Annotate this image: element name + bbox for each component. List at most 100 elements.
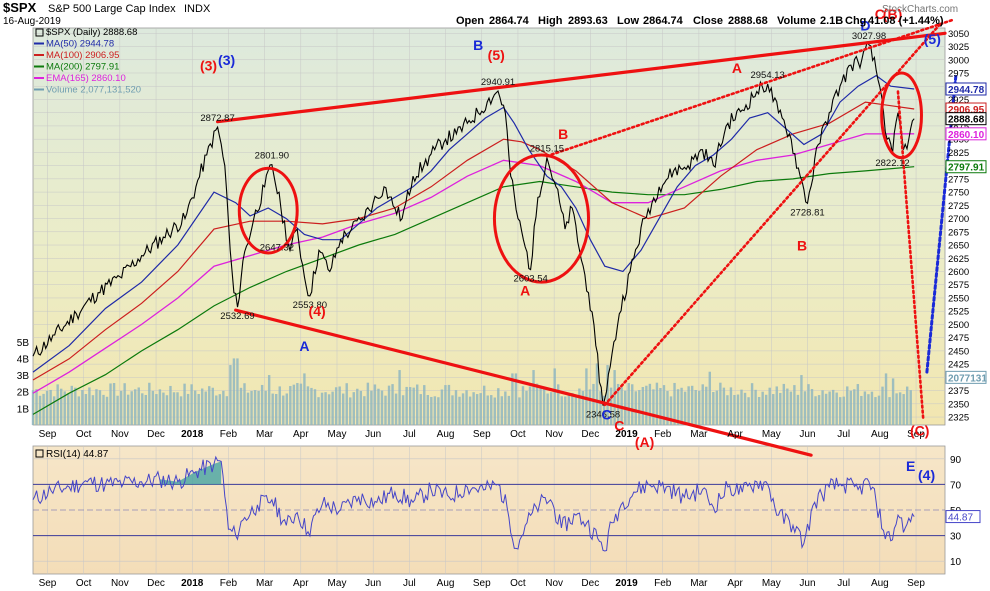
volume-bar [345, 383, 348, 425]
volume-tick-label: 5B [17, 338, 30, 349]
volume-bar [105, 396, 109, 425]
month-tick-label: 2018 [181, 429, 204, 440]
axis-tag-box [945, 82, 987, 96]
price-tick-label: 2375 [948, 386, 969, 397]
volume-bar [151, 390, 155, 425]
volume-bar [768, 387, 771, 425]
chart-date: 16-Aug-2019 [3, 16, 61, 27]
volume-bar [881, 386, 884, 425]
ohlc-open-label: Open [456, 15, 484, 27]
price-point-label: 2346.58 [586, 410, 620, 421]
volume-bar [112, 382, 116, 425]
volume-bar [31, 390, 35, 425]
volume-bar [750, 383, 754, 425]
volume-bar [454, 390, 458, 425]
volume-bar [549, 392, 553, 425]
month-tick-label: Aug [871, 429, 889, 440]
volume-bar [341, 393, 345, 425]
volume-bar [179, 396, 183, 425]
volume-bar [35, 389, 38, 425]
volume-bar [796, 394, 800, 425]
volume-bar [472, 392, 475, 425]
volume-bar [613, 370, 616, 425]
rsi-month-tick-label: 2018 [181, 578, 204, 589]
volume-bar [542, 387, 546, 425]
volume-bar [359, 390, 363, 425]
elliott-wave-label: (5) [488, 47, 505, 63]
volume-bar [391, 384, 394, 425]
volume-bar [824, 393, 828, 425]
volume-bar [567, 394, 570, 425]
volume-bar [511, 373, 514, 425]
month-tick-label: Jul [403, 429, 416, 440]
volume-bar [525, 390, 528, 425]
volume-bar [229, 365, 232, 425]
price-tick-label: 3050 [948, 29, 969, 40]
month-tick-label: 2019 [615, 429, 638, 440]
volume-bar [905, 386, 909, 425]
rsi-month-tick-label: Apr [727, 578, 743, 589]
price-point-label: 2728.81 [790, 207, 824, 218]
price-point-label: 2603.54 [513, 274, 547, 285]
rsi-month-tick-label: Dec [581, 578, 599, 589]
month-tick-label: Apr [727, 429, 743, 440]
rsi-month-tick-label: Jul [837, 578, 850, 589]
volume-bar [560, 396, 563, 425]
volume-bar [49, 389, 52, 425]
volume-bar [779, 392, 782, 425]
volume-bar [430, 396, 433, 425]
legend-entry: MA(50) 2944.78 [46, 39, 114, 50]
elliott-wave-label: C [602, 407, 612, 423]
volume-bar [877, 395, 881, 425]
volume-bar [810, 389, 814, 425]
volume-bar [546, 393, 549, 425]
axis-tag-value: 2797.91 [948, 163, 985, 174]
dotted-trend-line [896, 90, 925, 422]
volume-bar [88, 387, 91, 425]
volume-bar [634, 391, 637, 425]
volume-bar [902, 394, 905, 425]
month-tick-label: Jul [837, 429, 850, 440]
price-tick-label: 2600 [948, 267, 969, 278]
elliott-wave-label: A [732, 60, 742, 76]
highlight-ellipse [880, 71, 923, 160]
month-tick-label: Sep [473, 429, 491, 440]
volume-bar [148, 382, 151, 425]
ohlc-chg-value: 41.08 (+1.44%) [868, 15, 944, 27]
volume-bar [856, 384, 860, 425]
volume-bar [705, 386, 708, 425]
volume-bar [289, 386, 292, 425]
volume-bar [863, 391, 867, 425]
volume-bar [370, 390, 373, 425]
volume-bar [373, 384, 377, 425]
volume-bar [183, 383, 186, 425]
volume-bar [754, 389, 757, 425]
highlight-ellipse [492, 153, 591, 284]
price-tick-label: 2650 [948, 241, 969, 252]
volume-bar [52, 396, 56, 425]
volume-bar [514, 373, 518, 425]
rsi-month-tick-label: May [328, 578, 347, 589]
volume-bar [165, 395, 169, 425]
price-tick-label: 3025 [948, 42, 969, 53]
volume-bar [606, 365, 609, 425]
month-tick-label: Nov [111, 429, 129, 440]
price-tick-label: 2750 [948, 188, 969, 199]
axis-tag-value: 2860.10 [948, 130, 985, 141]
elliott-wave-label: D [860, 18, 870, 34]
volume-bar [162, 392, 165, 425]
elliott-wave-label: B [558, 126, 568, 142]
month-tick-label: May [328, 429, 347, 440]
volume-bar [807, 384, 810, 425]
volume-bar [740, 389, 743, 425]
volume-bar [793, 385, 796, 425]
volume-bar [331, 391, 334, 425]
volume-bar [278, 386, 281, 425]
ohlc-low-label: Low [617, 15, 639, 27]
volume-bar [500, 396, 504, 425]
volume-bar [169, 385, 172, 425]
volume-bar [218, 394, 222, 425]
axis-tag-box [945, 370, 987, 384]
volume-bar [557, 384, 560, 425]
